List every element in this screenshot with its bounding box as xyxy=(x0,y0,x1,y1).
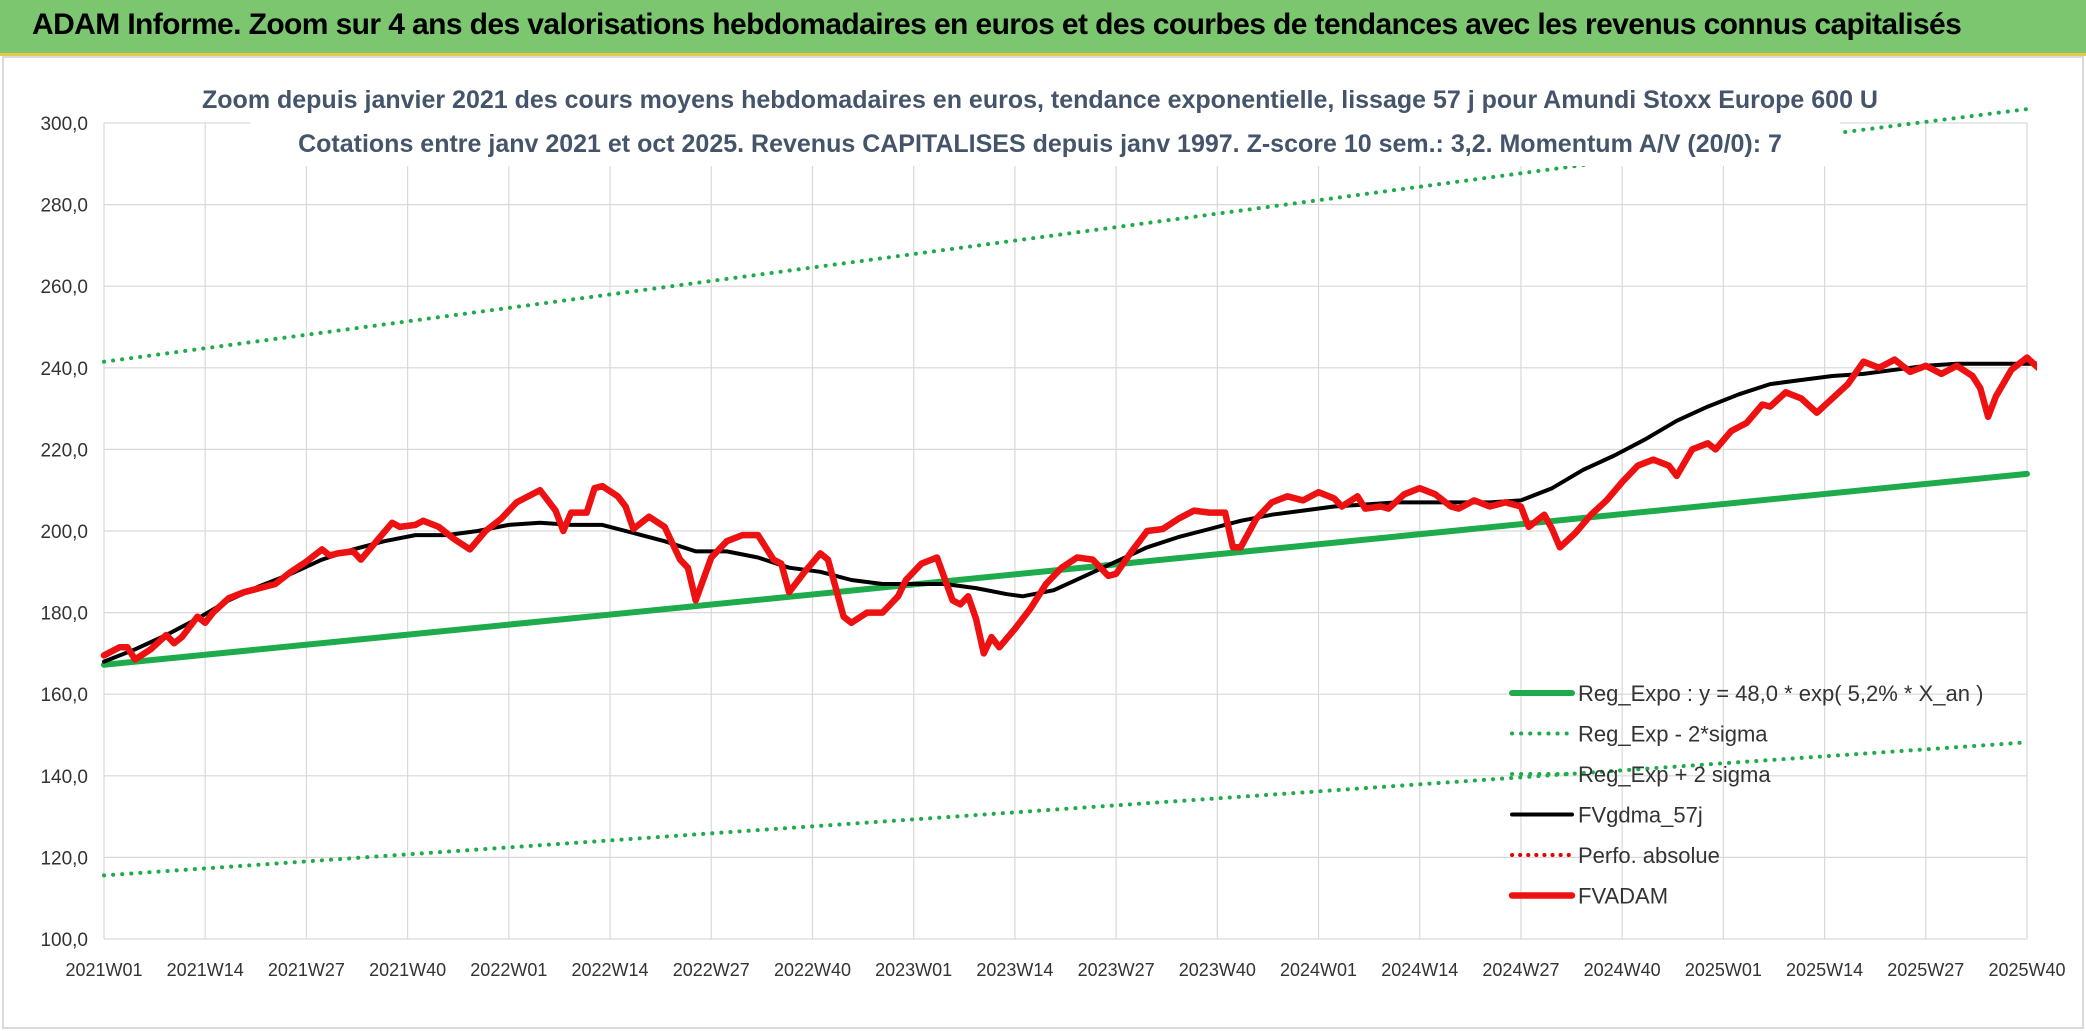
x-axis-ticks: 2021W01 2021W14 2021W27 2021W40 2022W01 2022W… xyxy=(65,960,2065,980)
y-tick-label: 180,0 xyxy=(40,604,88,625)
chart-frame xyxy=(2,56,2084,1029)
y-tick-label: 120,0 xyxy=(40,848,88,869)
x-tick-label: 2024W14 xyxy=(1381,960,1458,980)
x-tick-label: 2025W01 xyxy=(1685,960,1762,980)
x-tick-label: 2025W14 xyxy=(1786,960,1863,980)
legend-label: FVgdma_57j xyxy=(1578,803,1703,828)
x-tick-label: 2021W27 xyxy=(268,960,345,980)
chart-grid xyxy=(103,122,2028,940)
legend-label: Perfo. absolue xyxy=(1578,843,1720,868)
x-tick-label: 2022W14 xyxy=(572,960,649,980)
y-axis-ticks: 100,0 120,0 140,0 160,0 180,0 200,0 220,0 240,0… xyxy=(40,114,88,951)
reg-minus-2sigma-line xyxy=(102,740,2029,878)
title-backdrop xyxy=(250,78,1840,166)
x-tick-label: 2021W01 xyxy=(65,960,142,980)
x-tick-label: 2025W27 xyxy=(1887,960,1964,980)
legend-label: Reg_Exp + 2 sigma xyxy=(1578,762,1771,787)
legend-label: FVADAM xyxy=(1578,884,1668,909)
report-banner: ADAM Informe. Zoom sur 4 ans des valoris… xyxy=(0,0,2086,56)
x-tick-label: 2023W27 xyxy=(1078,960,1155,980)
x-tick-label: 2023W01 xyxy=(875,960,952,980)
chart-subtitle: Cotations entre janv 2021 et oct 2025. R… xyxy=(298,130,1782,158)
y-tick-label: 200,0 xyxy=(40,522,88,543)
y-tick-label: 300,0 xyxy=(40,114,88,135)
x-tick-label: 2021W14 xyxy=(167,960,244,980)
y-tick-label: 260,0 xyxy=(40,277,88,298)
x-tick-label: 2022W01 xyxy=(470,960,547,980)
y-tick-label: 280,0 xyxy=(40,196,88,217)
y-tick-label: 240,0 xyxy=(40,359,88,380)
fvgdma-57j-line xyxy=(102,361,2037,664)
chart-legend: Reg_Expo : y = 48,0 * exp( 5,2% * X_an )… xyxy=(1508,681,1983,909)
x-tick-label: 2021W40 xyxy=(369,960,446,980)
fvadam-line xyxy=(100,354,2037,663)
y-tick-label: 220,0 xyxy=(40,440,88,461)
reg-expo-line xyxy=(101,470,2030,668)
chart-title: Zoom depuis janvier 2021 des cours moyen… xyxy=(202,86,1878,114)
x-tick-label: 2023W14 xyxy=(976,960,1053,980)
x-tick-label: 2022W27 xyxy=(673,960,750,980)
x-tick-label: 2023W40 xyxy=(1179,960,1256,980)
y-tick-label: 140,0 xyxy=(40,767,88,788)
x-tick-label: 2024W01 xyxy=(1280,960,1357,980)
legend-label: Reg_Exp - 2*sigma xyxy=(1578,722,1768,747)
x-tick-label: 2025W40 xyxy=(1988,960,2065,980)
report-banner-title: ADAM Informe. Zoom sur 4 ans des valoris… xyxy=(32,8,1962,41)
x-tick-label: 2024W27 xyxy=(1482,960,1559,980)
legend-label: Reg_Expo : y = 48,0 * exp( 5,2% * X_an ) xyxy=(1578,681,1983,706)
x-tick-label: 2024W40 xyxy=(1584,960,1661,980)
y-tick-label: 100,0 xyxy=(40,930,88,951)
y-tick-label: 160,0 xyxy=(40,685,88,706)
chart-series xyxy=(100,107,2037,878)
x-tick-label: 2022W40 xyxy=(774,960,851,980)
